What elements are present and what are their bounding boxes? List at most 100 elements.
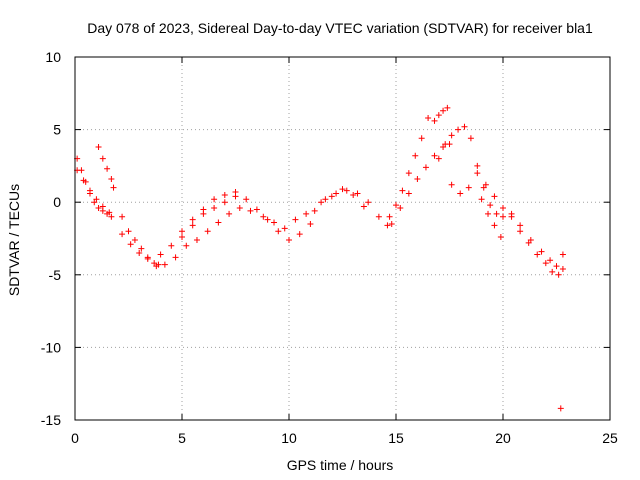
series-track-r <box>478 196 504 241</box>
data-point <box>350 191 357 198</box>
data-point <box>271 219 278 226</box>
data-point <box>179 228 185 235</box>
series-track-d <box>119 213 162 268</box>
data-point <box>168 242 175 249</box>
data-point <box>138 245 145 252</box>
plot-frame <box>74 56 611 421</box>
data-point <box>93 196 100 203</box>
y-tick-labels: -15 -10 -5 0 5 10 <box>41 49 61 428</box>
series-track-o <box>431 104 451 124</box>
series-track-a <box>74 155 115 220</box>
data-point <box>119 213 126 220</box>
series-track-b <box>74 167 113 216</box>
data-point <box>485 210 492 217</box>
data-point <box>189 216 196 223</box>
data-point <box>435 155 442 162</box>
data-point <box>422 164 429 171</box>
y-tick-label: 5 <box>53 122 61 138</box>
data-point <box>455 126 462 133</box>
data-point <box>397 205 404 212</box>
data-point <box>193 236 200 243</box>
data-point <box>474 162 481 169</box>
data-point <box>405 190 412 197</box>
y-axis-label: SDTVAR / TECUs <box>6 184 22 296</box>
data-point <box>104 165 111 172</box>
data-point <box>204 228 211 235</box>
series-track-g <box>161 205 254 268</box>
data-point <box>547 257 554 264</box>
data-point <box>253 206 260 213</box>
data-point <box>360 203 367 210</box>
data-point <box>286 236 292 243</box>
axis-ticks <box>74 56 611 421</box>
data-point <box>559 251 566 258</box>
data-point <box>375 213 382 220</box>
data-point <box>444 104 451 111</box>
series-track-e <box>119 231 160 270</box>
data-point <box>157 251 164 258</box>
data-point <box>110 184 117 191</box>
data-point <box>418 135 425 142</box>
data-points <box>74 104 566 412</box>
data-point <box>260 213 267 220</box>
data-point <box>136 250 143 257</box>
data-point <box>500 205 506 212</box>
data-point <box>243 196 250 203</box>
data-point <box>328 193 335 200</box>
data-point <box>517 222 524 229</box>
x-tick-labels: 0 5 10 15 20 25 <box>71 430 618 446</box>
data-point <box>497 234 504 241</box>
data-point <box>549 268 556 275</box>
data-point <box>131 236 138 243</box>
data-point <box>431 117 438 124</box>
data-point <box>95 144 102 151</box>
data-point <box>211 196 218 203</box>
data-point <box>125 228 132 235</box>
data-point <box>478 196 485 203</box>
data-point <box>405 170 412 177</box>
series-track-n <box>388 141 453 227</box>
data-point <box>108 213 115 220</box>
data-point <box>442 141 449 148</box>
data-point <box>399 187 406 194</box>
data-point <box>384 222 391 229</box>
grid-lines <box>75 57 610 420</box>
data-point <box>80 177 87 184</box>
data-point <box>189 222 196 229</box>
data-point <box>500 213 506 220</box>
data-point <box>311 207 318 214</box>
data-point <box>431 152 438 159</box>
data-point <box>179 234 185 241</box>
series-track-j <box>260 210 310 232</box>
data-point <box>221 191 228 198</box>
data-point <box>365 199 372 206</box>
data-point <box>465 184 472 191</box>
data-point <box>247 207 254 214</box>
data-point <box>474 170 481 177</box>
data-point <box>493 210 500 217</box>
y-tick-label: -15 <box>41 412 61 428</box>
data-point <box>557 405 564 412</box>
data-point <box>412 152 419 159</box>
data-point <box>542 260 549 267</box>
data-point <box>106 209 113 216</box>
x-tick-label: 25 <box>602 430 618 446</box>
series-track-l <box>318 186 367 210</box>
data-point <box>119 231 126 238</box>
data-point <box>86 187 93 194</box>
data-point <box>200 206 207 213</box>
data-point <box>491 222 498 229</box>
data-point <box>318 199 325 206</box>
series-track-f <box>157 193 250 258</box>
x-tick-label: 10 <box>281 430 297 446</box>
series-track-h <box>179 189 239 235</box>
data-point <box>307 220 314 227</box>
data-point <box>183 242 190 249</box>
data-point <box>99 203 106 210</box>
data-point <box>127 241 134 248</box>
series-track-c <box>95 144 117 191</box>
y-tick-label: -10 <box>41 339 61 355</box>
x-tick-label: 5 <box>178 430 186 446</box>
data-point <box>559 265 566 272</box>
